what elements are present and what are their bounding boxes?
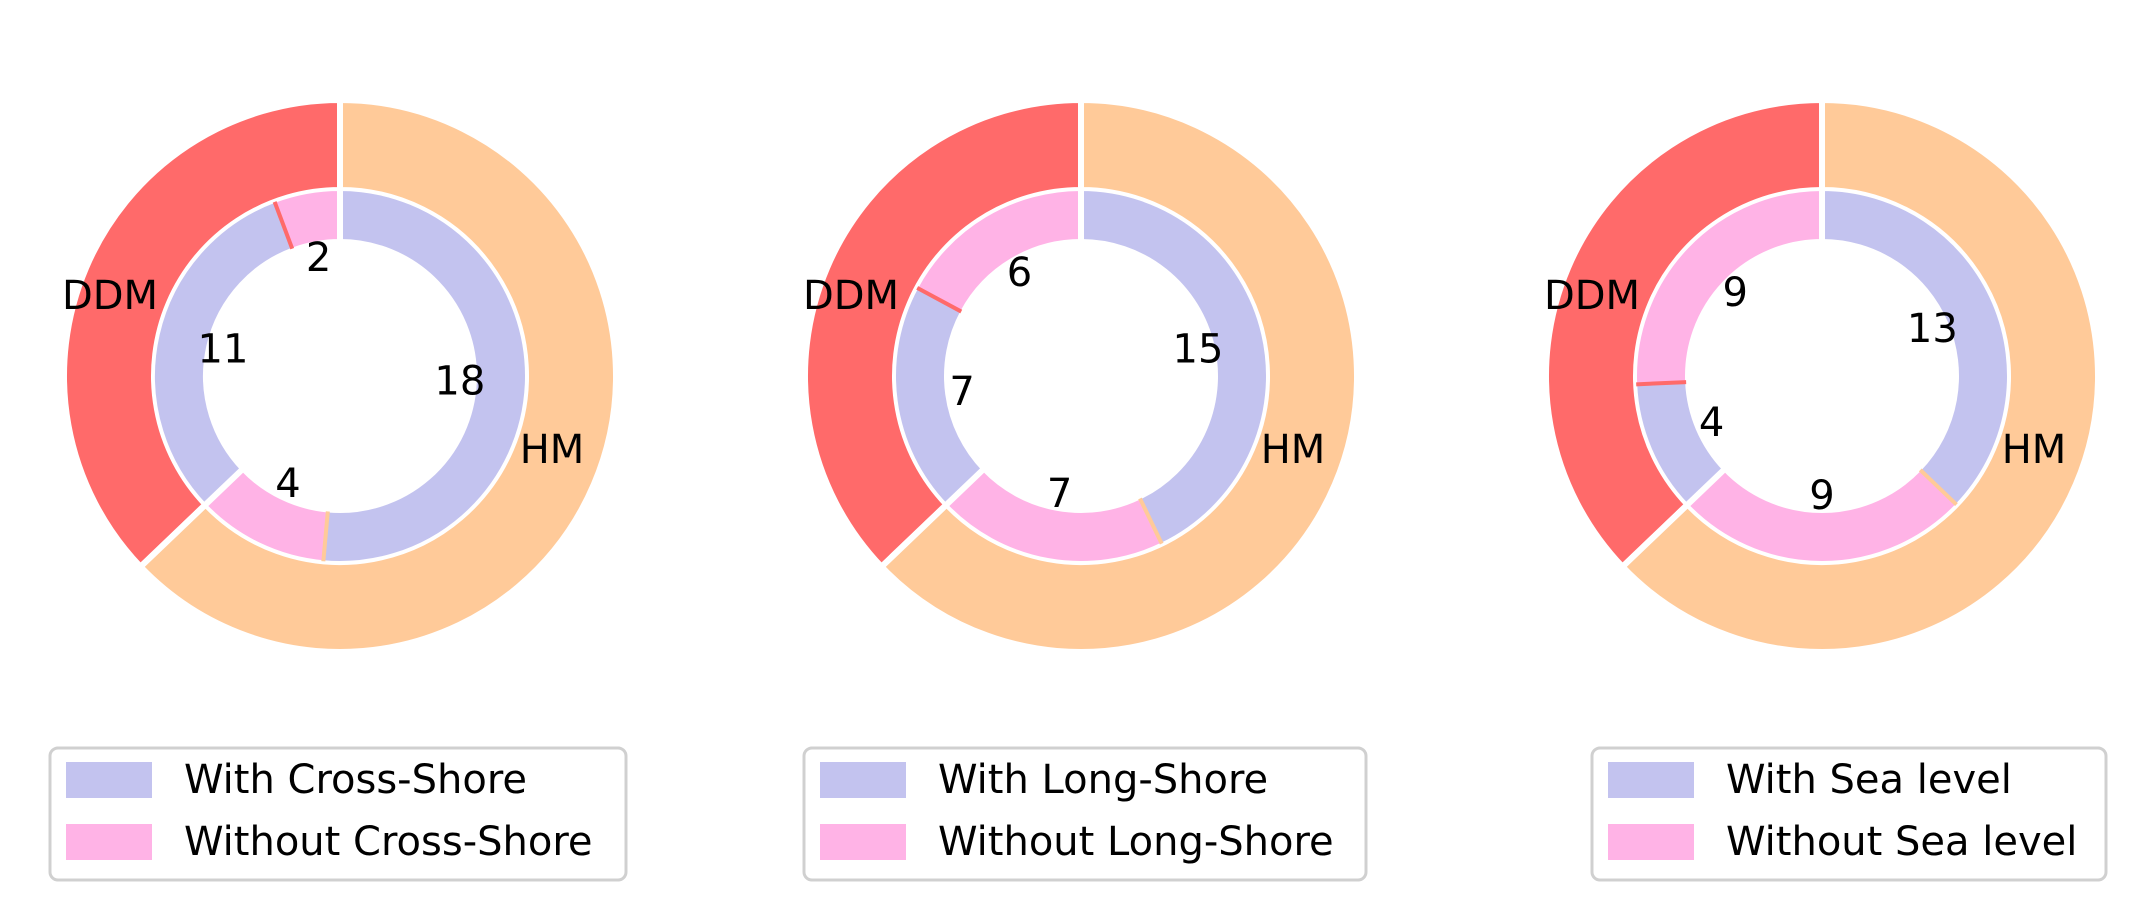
outer-label-hm: HM xyxy=(2002,427,2067,473)
subgroup-separator xyxy=(1636,380,1687,387)
legend-frame xyxy=(48,746,628,882)
subgroup-separator xyxy=(1138,497,1164,545)
legend-label-with: With Sea level xyxy=(1726,757,2012,803)
inner-wedge-hm-with xyxy=(1821,188,2009,506)
group-separator xyxy=(136,467,244,571)
donut-chart-3: DDM HM 9 4 9 13 xyxy=(1543,96,2101,655)
subgroup-separator xyxy=(916,286,963,314)
donut-chart-1: DDM HM 2 11 4 18 xyxy=(61,96,619,655)
legend-swatch-with xyxy=(820,762,906,798)
inner-value-label: 4 xyxy=(1699,400,1724,446)
inner-value-label: 7 xyxy=(1047,471,1072,517)
legend-1: With Cross-Shore Without Cross-Shore xyxy=(48,746,628,882)
outer-label-hm: HM xyxy=(1261,427,1326,473)
legend-label-without: Without Sea level xyxy=(1726,819,2077,865)
legend-swatch-with xyxy=(1608,762,1694,798)
inner-wedge-ddm-with xyxy=(153,200,294,506)
legend-2: With Long-Shore Without Long-Shore xyxy=(802,746,1368,882)
legend-swatch-without xyxy=(66,824,152,860)
legend-label-with: With Cross-Shore xyxy=(184,757,527,803)
legend-label-without: Without Long-Shore xyxy=(938,819,1334,865)
inner-value-label: 9 xyxy=(1809,473,1834,519)
legend-swatch-with xyxy=(66,762,152,798)
legend-3: With Sea level Without Sea level xyxy=(1590,746,2108,882)
legend-frame xyxy=(802,746,1368,882)
inner-value-label: 4 xyxy=(275,461,300,507)
legend-swatch-without xyxy=(1608,824,1694,860)
outer-label-ddm: DDM xyxy=(62,273,158,319)
legend-label-with: With Long-Shore xyxy=(938,757,1268,803)
outer-label-hm: HM xyxy=(520,427,585,473)
donut-chart-2: DDM HM 6 7 7 15 xyxy=(802,96,1360,655)
legend-label-without: Without Cross-Shore xyxy=(184,819,593,865)
group-separator xyxy=(1618,467,1726,571)
outer-label-ddm: DDM xyxy=(1544,273,1640,319)
inner-value-label: 11 xyxy=(198,326,249,372)
legend-frame xyxy=(1590,746,2108,882)
inner-wedge-hm-with xyxy=(322,188,527,563)
outer-label-ddm: DDM xyxy=(803,273,899,319)
inner-value-label: 9 xyxy=(1723,270,1748,316)
subgroup-separator xyxy=(321,511,330,562)
inner-value-label: 13 xyxy=(1907,306,1958,352)
inner-value-label: 2 xyxy=(306,235,331,281)
legend-swatch-without xyxy=(820,824,906,860)
inner-value-label: 15 xyxy=(1173,326,1224,372)
subgroup-separator xyxy=(272,201,295,250)
inner-value-label: 6 xyxy=(1007,250,1032,296)
inner-wedge-hm-with xyxy=(1080,188,1268,545)
inner-value-label: 18 xyxy=(434,358,485,404)
group-separator xyxy=(877,467,985,571)
inner-value-label: 7 xyxy=(949,369,974,415)
subgroup-separator xyxy=(1918,468,1958,506)
